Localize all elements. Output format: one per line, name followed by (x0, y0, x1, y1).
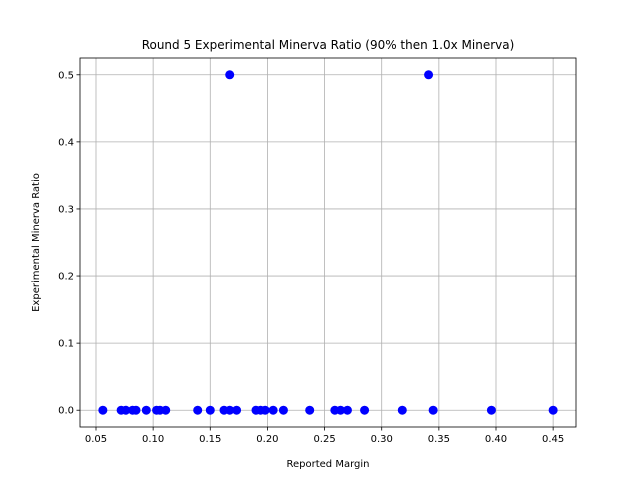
data-point (260, 405, 270, 415)
data-point (268, 405, 278, 415)
data-point (161, 405, 171, 415)
y-axis-ticks: 0.0 0.1 0.2 0.3 0.4 0.5 (58, 70, 80, 417)
y-tick-label: 0.1 (58, 339, 74, 350)
data-point (121, 405, 131, 415)
data-point (131, 405, 141, 415)
data-point (205, 405, 215, 415)
y-axis-label: Experimental Minerva Ratio (31, 173, 42, 312)
data-point (305, 405, 315, 415)
grid (80, 58, 576, 427)
plot-frame (79, 57, 577, 428)
x-axis-label: Reported Margin (287, 459, 370, 470)
data-point (428, 405, 438, 415)
y-tick-label: 0.0 (58, 406, 74, 417)
data-point (486, 405, 496, 415)
chart-title: Round 5 Experimental Minerva Ratio (90% … (142, 38, 515, 52)
x-tick-label: 0.40 (485, 434, 507, 445)
y-tick-label: 0.5 (58, 70, 74, 81)
data-point (336, 405, 346, 415)
data-point (98, 405, 108, 415)
data-point (232, 405, 242, 415)
x-tick-label: 0.45 (542, 434, 564, 445)
x-tick-label: 0.30 (371, 434, 393, 445)
data-point (193, 405, 203, 415)
x-tick-label: 0.35 (428, 434, 450, 445)
data-point (424, 70, 434, 80)
data-point (225, 405, 235, 415)
data-point (548, 405, 558, 415)
y-tick-label: 0.4 (58, 137, 74, 148)
y-tick-label: 0.3 (58, 204, 74, 215)
x-tick-label: 0.05 (85, 434, 107, 445)
data-point (360, 405, 370, 415)
y-tick-label: 0.2 (58, 272, 74, 283)
data-point (342, 405, 352, 415)
x-tick-label: 0.25 (313, 434, 335, 445)
data-point (278, 405, 288, 415)
data-point (397, 405, 407, 415)
x-axis-ticks: 0.05 0.10 0.15 0.20 0.25 0.30 0.35 0.40 0.45 (85, 427, 564, 445)
x-tick-label: 0.10 (142, 434, 164, 445)
x-tick-label: 0.20 (256, 434, 278, 445)
data-point (225, 70, 235, 80)
x-tick-label: 0.15 (199, 434, 221, 445)
data-point (141, 405, 151, 415)
data-points (98, 70, 558, 415)
